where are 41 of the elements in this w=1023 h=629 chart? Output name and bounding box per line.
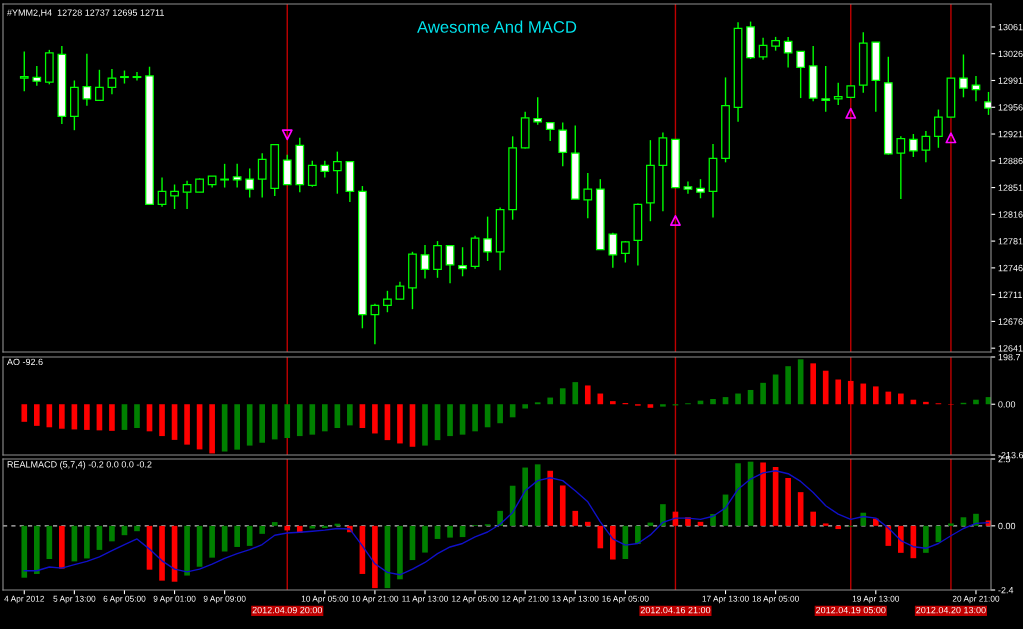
x-tick-label: 10 Apr 05:00	[301, 595, 349, 604]
x-tick-label: 11 Apr 13:00	[402, 595, 448, 604]
x-tick-label: 5 Apr 13:00	[53, 595, 96, 604]
y-tick-label: 12956	[998, 104, 1023, 111]
x-tick-label: 2012.04.16 21:00	[640, 606, 711, 614]
x-tick-label: 10 Apr 21:00	[351, 595, 399, 604]
x-tick-label: 17 Apr 13:00	[702, 595, 749, 604]
x-tick-label: 12 Apr 21:00	[502, 595, 549, 604]
y-tick-label: 12781	[998, 238, 1023, 245]
annotation: REALMACD (5,7,4) -0.2 0.0 0.0 -0.2	[7, 460, 152, 470]
x-tick-label: 18 Apr 05:00	[752, 595, 799, 604]
x-tick-label: 16 Apr 05:00	[602, 595, 649, 604]
y-tick-label: 12711	[998, 291, 1022, 298]
y-tick-label: -2.4	[998, 586, 1014, 594]
x-tick-label: 2012.04.20 13:00	[916, 606, 986, 614]
x-tick-label: 9 Apr 01:00	[153, 595, 196, 604]
y-tick-label: 12991	[998, 77, 1023, 84]
y-tick-label: 12816	[998, 211, 1023, 218]
text: Awesome And MACD	[417, 20, 577, 33]
x-tick-label: 20 Apr 21:00	[952, 595, 1000, 604]
y-tick-label: 12746	[998, 264, 1023, 272]
x-tick-label: 19 Apr 13:00	[852, 595, 900, 604]
y-tick-label: 13061	[998, 23, 1023, 31]
y-tick-label: 12851	[998, 184, 1023, 191]
y-tick-label: 12921	[998, 130, 1023, 138]
x-tick-label: 4 Apr 2012	[4, 595, 45, 604]
x-tick-label: 6 Apr 05:00	[103, 595, 146, 604]
y-tick-label: 0.00	[998, 522, 1016, 530]
x-tick-label: 2012.04.09 20:00	[252, 606, 323, 614]
annotation: AO -92.6	[6, 358, 43, 366]
y-tick-label: 0.00	[998, 401, 1016, 408]
x-tick-label: 13 Apr 13:00	[552, 595, 599, 604]
x-tick-label: 2012.04.19 05:00	[816, 606, 886, 614]
y-tick-label: 13026	[998, 50, 1023, 58]
y-tick-label: 12886	[998, 157, 1023, 165]
annotation: #YMM2,H4 12728 12737 12695 12711	[6, 9, 164, 17]
y-tick-label: 198.7	[998, 353, 1021, 361]
y-tick-label: 12676	[998, 318, 1023, 325]
y-tick-label: 12641	[998, 345, 1023, 352]
x-tick-label: 9 Apr 09:00	[203, 595, 246, 604]
x-tick-label: 12 Apr 05:00	[452, 595, 499, 604]
